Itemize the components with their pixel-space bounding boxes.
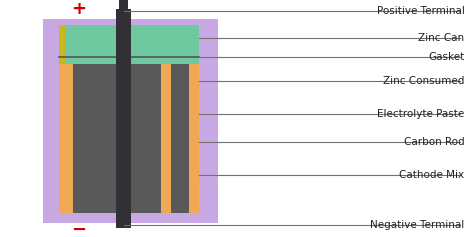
Text: +: + [71,0,86,18]
Text: Positive Terminal: Positive Terminal [377,6,465,16]
Bar [116,9,131,228]
Text: Carbon Rod: Carbon Rod [404,137,465,147]
Bar [59,25,199,64]
Text: Zinc Consumed: Zinc Consumed [383,76,465,86]
Text: Zinc Can: Zinc Can [419,33,465,43]
Text: −: − [71,221,86,237]
Bar [43,19,218,223]
Bar [171,38,189,213]
Bar [119,0,128,28]
Text: Gasket: Gasket [428,52,465,62]
Text: Cathode Mix: Cathode Mix [400,170,465,180]
Text: Negative Terminal: Negative Terminal [370,220,465,230]
Text: Electrolyte Paste: Electrolyte Paste [377,109,465,119]
Bar [59,38,199,213]
Bar [73,38,161,213]
Bar [59,25,65,64]
